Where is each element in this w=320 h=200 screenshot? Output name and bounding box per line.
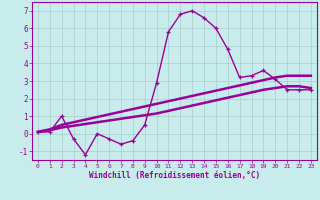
X-axis label: Windchill (Refroidissement éolien,°C): Windchill (Refroidissement éolien,°C) (89, 171, 260, 180)
